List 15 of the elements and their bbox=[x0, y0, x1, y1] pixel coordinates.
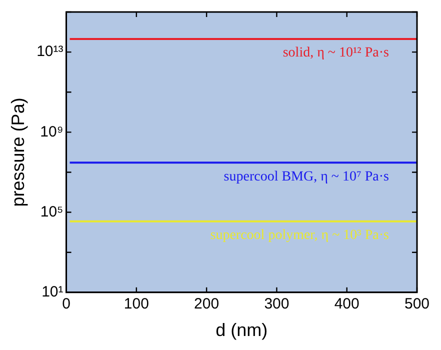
y-tick-label: 10¹ bbox=[42, 284, 64, 301]
annotation: supercool BMG, η ~ 10⁷ Pa·s bbox=[224, 169, 389, 184]
x-tick-label: 400 bbox=[334, 296, 360, 313]
x-tick-label: 500 bbox=[404, 296, 430, 313]
annotation: supercool polymer, η ~ 10³ Pa·s bbox=[210, 228, 389, 244]
x-tick-label: 300 bbox=[264, 296, 290, 313]
y-tick-label: 10¹³ bbox=[36, 43, 64, 60]
annotation: solid, η ~ 10¹² Pa·s bbox=[282, 46, 389, 61]
y-tick-label: 10⁹ bbox=[40, 123, 64, 140]
x-tick-label: 200 bbox=[194, 296, 220, 313]
y-axis-title: pressure (Pa) bbox=[8, 98, 28, 207]
x-tick-label: 0 bbox=[62, 296, 70, 313]
y-tick-label: 10⁵ bbox=[40, 203, 64, 220]
x-tick-label: 100 bbox=[124, 296, 149, 313]
x-axis-title: d (nm) bbox=[216, 320, 268, 340]
